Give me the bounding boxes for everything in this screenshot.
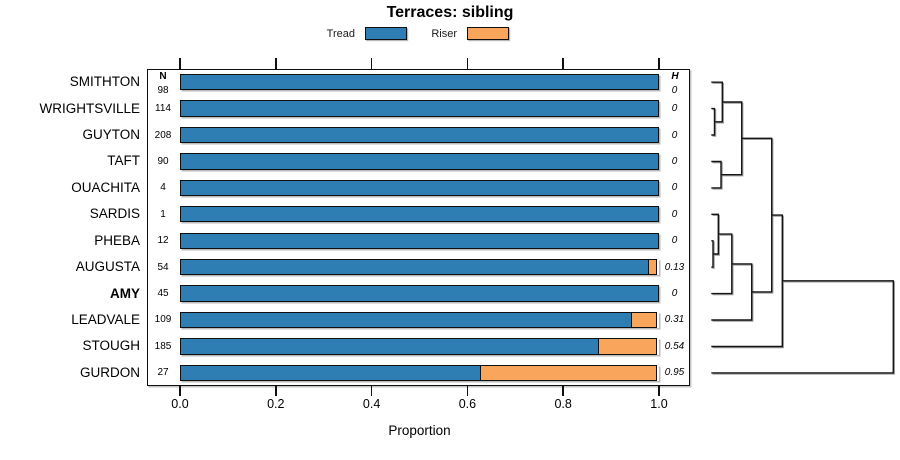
n-value: 208 bbox=[154, 129, 172, 141]
x-axis-top-tick bbox=[275, 57, 277, 69]
bar-segment-riser bbox=[631, 311, 658, 329]
bar-segment-tread bbox=[180, 285, 659, 302]
bar-segment-tread bbox=[180, 179, 659, 197]
chart-title: Terraces: sibling bbox=[386, 4, 514, 21]
y-axis-label: TAFT bbox=[107, 153, 140, 169]
bar-row bbox=[180, 100, 659, 117]
bar-row bbox=[180, 311, 659, 329]
dendrogram-shadow bbox=[712, 82, 896, 375]
h-value: 0 bbox=[671, 129, 678, 141]
y-axis-label: STOUGH bbox=[82, 338, 140, 354]
x-axis-tick bbox=[370, 386, 373, 396]
bar-segment-tread bbox=[180, 126, 659, 144]
n-value: 4 bbox=[160, 182, 166, 194]
h-value: 0.54 bbox=[664, 340, 685, 352]
legend-swatch-tread bbox=[365, 27, 407, 40]
x-axis-tick bbox=[275, 386, 277, 396]
x-axis-tick-label: 0.0 bbox=[171, 397, 189, 411]
legend-label-riser: Riser bbox=[431, 28, 457, 40]
bar-segment-tread bbox=[180, 258, 650, 276]
bar-segment-tread bbox=[180, 364, 482, 381]
h-value: 0 bbox=[671, 288, 678, 300]
h-value: 0 bbox=[671, 103, 678, 115]
bar-row bbox=[180, 153, 659, 170]
n-value: 114 bbox=[155, 103, 171, 115]
x-axis-tick-label: 0.4 bbox=[362, 397, 381, 411]
y-axis-label: PHEBA bbox=[94, 232, 140, 248]
bar-segment-tread bbox=[180, 153, 659, 170]
y-axis-label: SARDIS bbox=[89, 206, 140, 222]
x-axis-tick bbox=[179, 386, 181, 396]
bar-row bbox=[180, 258, 659, 276]
dendrogram-lines bbox=[711, 81, 894, 374]
h-value: 0.95 bbox=[664, 367, 685, 379]
y-axis-label: WRIGHTSVILLE bbox=[39, 100, 140, 116]
x-axis-title: Proportion bbox=[388, 423, 451, 438]
h-value: 0 bbox=[671, 84, 678, 96]
n-column-header: N bbox=[159, 71, 167, 82]
x-axis-tick-label: 0.2 bbox=[267, 397, 285, 411]
x-axis-tick-label: 1.0 bbox=[650, 397, 668, 411]
bar-row bbox=[180, 206, 659, 223]
y-axis-label: GURDON bbox=[80, 364, 140, 380]
y-axis-label: AUGUSTA bbox=[75, 259, 140, 275]
bar-segment-tread bbox=[180, 206, 659, 223]
bar-row bbox=[180, 364, 659, 381]
x-axis-tick-label: 0.6 bbox=[458, 397, 477, 411]
n-value: 54 bbox=[157, 261, 169, 273]
n-value: 45 bbox=[157, 288, 169, 300]
h-value: 0 bbox=[671, 208, 678, 220]
n-value: 90 bbox=[157, 155, 169, 167]
bar-segment-tread bbox=[180, 338, 600, 355]
plot-area bbox=[147, 69, 690, 386]
x-axis-top-tick bbox=[179, 57, 181, 69]
n-value: 109 bbox=[154, 314, 172, 326]
h-value: 0 bbox=[671, 182, 678, 194]
y-axis-label: GUYTON bbox=[82, 127, 140, 143]
h-value: 0.31 bbox=[664, 314, 685, 326]
n-value: 98 bbox=[157, 84, 169, 96]
bar-row bbox=[180, 126, 659, 144]
h-column-header: H bbox=[671, 71, 679, 82]
bar-segment-riser bbox=[648, 258, 658, 276]
n-value: 1 bbox=[160, 208, 166, 220]
y-axis-label: LEADVALE bbox=[71, 311, 140, 327]
bar-segment-riser bbox=[598, 338, 658, 355]
y-axis-label: OUACHITA bbox=[71, 179, 140, 195]
bar-segment-tread bbox=[180, 100, 659, 117]
legend-label-tread: Tread bbox=[326, 28, 355, 40]
n-value: 27 bbox=[157, 367, 169, 379]
bar-segment-tread bbox=[180, 74, 659, 91]
x-axis-top-tick bbox=[370, 57, 373, 69]
bar-segment-tread bbox=[180, 232, 659, 249]
x-axis-tick bbox=[562, 386, 564, 396]
n-value: 12 bbox=[157, 235, 169, 247]
x-axis-tick bbox=[658, 386, 660, 396]
x-axis-top-tick bbox=[562, 57, 564, 69]
n-value: 185 bbox=[154, 340, 172, 352]
x-axis-top-tick bbox=[658, 57, 660, 69]
y-axis-label: AMY bbox=[110, 285, 140, 301]
legend-swatch-riser bbox=[467, 27, 509, 40]
x-axis-tick-label: 0.8 bbox=[554, 397, 572, 411]
bar-segment-riser bbox=[480, 364, 658, 381]
h-value: 0.13 bbox=[664, 261, 685, 273]
bar-row bbox=[180, 74, 659, 91]
bar-row bbox=[180, 232, 659, 249]
bar-row bbox=[180, 285, 659, 302]
bar-row bbox=[180, 179, 659, 197]
y-axis-label: SMITHTON bbox=[69, 74, 140, 90]
x-axis-top-tick bbox=[466, 57, 469, 69]
h-value: 0 bbox=[671, 235, 678, 247]
bar-row bbox=[180, 338, 659, 355]
h-value: 0 bbox=[671, 155, 678, 167]
bar-segment-tread bbox=[180, 311, 633, 329]
x-axis-tick bbox=[466, 386, 469, 396]
